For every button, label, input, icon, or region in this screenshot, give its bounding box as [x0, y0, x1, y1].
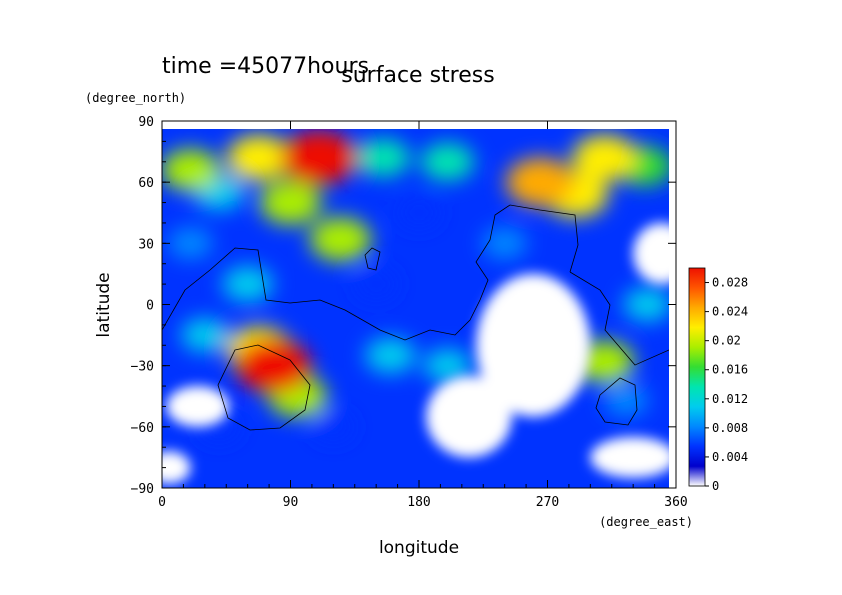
heatmap-cell-20 — [259, 180, 322, 225]
colorbar-tick-label: 0.028 — [712, 276, 748, 290]
time-label: time =45077hours — [162, 54, 369, 79]
x-unit-label: (degree_east) — [599, 515, 693, 529]
x-tick-label: 180 — [407, 495, 430, 510]
y-tick-label: −30 — [131, 360, 154, 375]
heatmap-cell-1 — [355, 269, 398, 300]
y-tick-label: 0 — [146, 299, 154, 314]
y-unit-label: (degree_north) — [85, 91, 186, 105]
colorbar-tick-label: 0.02 — [712, 334, 741, 348]
heatmap-cell-6 — [482, 227, 528, 260]
chart-title: surface stress — [341, 63, 494, 88]
heatmap-cell-15 — [356, 138, 410, 177]
heatmap-cell-3 — [398, 197, 440, 228]
heatmap-area — [162, 129, 669, 488]
heatmap-cell-28 — [235, 338, 312, 393]
low-region-3 — [166, 386, 230, 427]
heatmap-cell-21 — [309, 217, 372, 262]
y-tick-label: 60 — [138, 176, 154, 191]
colorbar-tick-label: 0.024 — [712, 305, 748, 319]
x-tick-label: 360 — [664, 495, 687, 510]
coastline-outlines — [162, 204, 669, 431]
x-axis-label: longitude — [379, 538, 459, 558]
y-axis-label: latitude — [94, 272, 114, 337]
colorbar: 0.028 0.024 0.02 0.016 0.012 0.008 0.004 0 — [688, 267, 748, 493]
heatmap-cell-13 — [365, 337, 416, 374]
y-tick-label: 30 — [138, 237, 154, 252]
heatmap-cell-7 — [168, 227, 213, 260]
heatmap-cell-26 — [506, 157, 575, 207]
y-tick-label: −60 — [131, 421, 154, 436]
low-region-2 — [633, 222, 669, 285]
heatmap-cell-0 — [313, 412, 354, 442]
heatmap-cell-5 — [603, 384, 649, 417]
low-region-1 — [426, 375, 512, 458]
x-tick-label: 90 — [283, 495, 299, 510]
heatmap-cell-12 — [222, 266, 273, 303]
heatmap-cell-14 — [420, 142, 475, 181]
colorbar-tick-label: 0.012 — [712, 392, 748, 406]
colorbar-ticks: 0.028 0.024 0.02 0.016 0.012 0.008 0.004 0 — [705, 276, 748, 493]
y-axis-ticks: 90 60 30 0 −30 −60 −90 — [131, 115, 676, 497]
low-region-0 — [476, 273, 591, 417]
heatmap-cell-9 — [423, 348, 472, 383]
heatmap-cell-24 — [572, 134, 637, 181]
low-region-4 — [590, 437, 669, 478]
colorbar-tick-label: 0 — [712, 479, 719, 493]
x-tick-label: 270 — [536, 495, 559, 510]
heatmap-cell-17 — [162, 148, 220, 191]
y-tick-label: 90 — [138, 115, 154, 130]
x-tick-label: 0 — [158, 495, 166, 510]
x-axis-ticks: 0 90 180 270 360 — [158, 121, 688, 510]
colorbar-tick-label: 0.004 — [712, 450, 748, 464]
heatmap-cell-22 — [226, 134, 292, 181]
heatmap-cell-10 — [623, 287, 669, 322]
y-tick-label: −90 — [131, 482, 154, 497]
colorbar-tick-label: 0.008 — [712, 421, 748, 435]
heatmap-cell-8 — [181, 318, 229, 353]
low-region-5 — [162, 451, 191, 484]
heatmap-low-regions — [162, 222, 669, 484]
heatmap-features — [162, 130, 669, 442]
heatmap-cell-27 — [281, 130, 357, 185]
colorbar-tick-label: 0.016 — [712, 363, 748, 377]
colorbar-gradient — [688, 267, 706, 487]
